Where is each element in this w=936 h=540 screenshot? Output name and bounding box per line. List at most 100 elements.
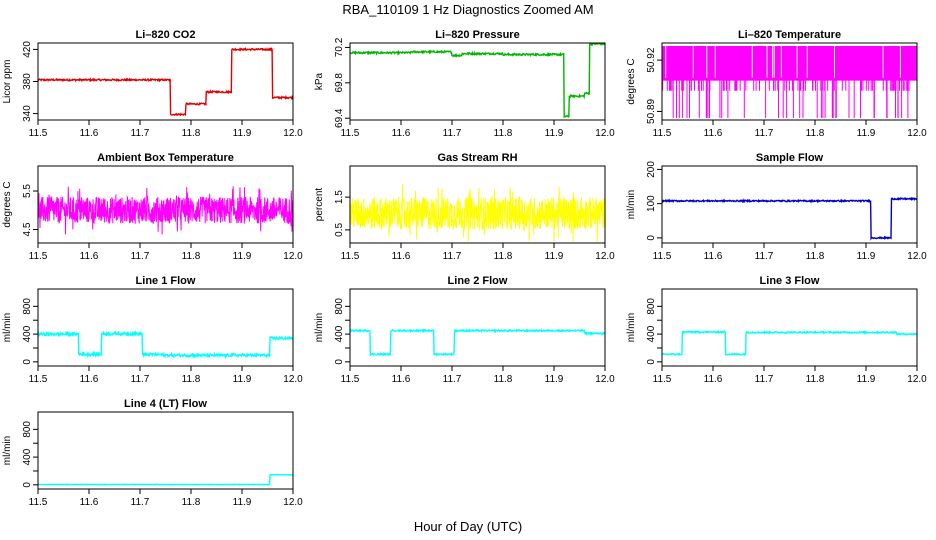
y-tick-label: 800 — [22, 298, 33, 315]
x-tick-label: 11.6 — [80, 497, 99, 508]
y-axis-label: ml/min — [626, 313, 637, 342]
panel-7: Line 1 Flow 11.5 11.6 11.7 11.8 11.9 12.0 0 400 8… — [2, 275, 303, 385]
panel-10: Line 4 (LT) Flow 11.5 11.6 11.7 11.8 11.9 12.0… — [2, 398, 303, 508]
panel-4: Ambient Box Temperature 11.5 11.6 11.7 11.8 1… — [2, 152, 303, 262]
plot-frame — [37, 165, 294, 244]
y-tick-label: 400 — [334, 325, 345, 342]
x-tick-label: 12.0 — [595, 374, 615, 385]
y-tick-label: 340 — [22, 105, 33, 122]
panel-title: Line 4 (LT) Flow — [124, 398, 207, 410]
x-tick-label: 12.0 — [283, 374, 303, 385]
x-tick-label: 11.7 — [755, 128, 774, 139]
series-group — [38, 473, 293, 486]
x-tick-label: 11.9 — [857, 128, 876, 139]
panel-title: Line 1 Flow — [136, 275, 196, 287]
x-tick-label: 11.7 — [755, 374, 774, 385]
y-tick-label: 0 — [646, 359, 657, 365]
y-tick-label: 0.5 — [334, 223, 345, 237]
y-axis-label: ml/min — [626, 190, 637, 219]
x-tick-label: 11.9 — [545, 374, 564, 385]
panel-title: Gas Stream RH — [437, 152, 517, 164]
y-tick-label: 200 — [646, 161, 657, 178]
x-tick-label: 12.0 — [283, 128, 303, 139]
panel-title: Li–820 CO2 — [136, 29, 196, 41]
x-tick-label: 11.5 — [341, 374, 360, 385]
x-tick-label: 11.6 — [80, 374, 99, 385]
y-tick-label: 69.8 — [334, 73, 345, 93]
series-group — [350, 43, 605, 119]
plot-frame — [349, 42, 606, 121]
y-tick-label: 0 — [334, 359, 345, 365]
series-group — [350, 184, 605, 242]
x-tick-label: 11.8 — [806, 128, 825, 139]
series-group — [662, 329, 917, 357]
x-tick-label: 11.5 — [29, 497, 48, 508]
x-tick-label: 12.0 — [907, 128, 927, 139]
panel-9: Line 3 Flow 11.5 11.6 11.7 11.8 11.9 12.0 0 400 8… — [626, 275, 927, 385]
x-tick-label: 11.5 — [341, 128, 360, 139]
series-group — [350, 328, 605, 357]
series-group — [38, 329, 293, 360]
series-line — [350, 328, 605, 357]
y-tick-label: 100 — [646, 195, 657, 212]
series-line — [38, 329, 293, 360]
x-tick-label: 11.6 — [392, 128, 411, 139]
plot-frame — [37, 42, 294, 121]
series-line — [350, 43, 605, 119]
x-tick-label: 11.8 — [182, 128, 201, 139]
x-tick-label: 11.8 — [494, 251, 513, 262]
panel-2: Li–820 Pressure 11.5 11.6 11.7 11.8 11.9 12.0 6… — [314, 29, 615, 139]
panel-8: Line 2 Flow 11.5 11.6 11.7 11.8 11.9 12.0 0 400 8… — [314, 275, 615, 385]
x-tick-label: 11.8 — [182, 251, 201, 262]
series-group — [662, 46, 917, 118]
x-tick-label: 11.7 — [131, 497, 150, 508]
y-tick-label: 50.92 — [646, 47, 657, 72]
y-axis-label: degrees C — [2, 181, 13, 227]
x-tick-label: 11.9 — [233, 374, 252, 385]
panel-3: Li–820 Temperature 11.5 11.6 11.7 11.8 11.9 12… — [626, 29, 927, 139]
y-axis-label: kPa — [314, 72, 325, 90]
x-tick-label: 11.9 — [233, 497, 252, 508]
x-tick-label: 12.0 — [283, 251, 303, 262]
y-tick-label: 70.2 — [334, 37, 345, 57]
x-tick-label: 11.9 — [233, 128, 252, 139]
x-tick-label: 11.6 — [704, 374, 723, 385]
x-tick-label: 12.0 — [595, 251, 615, 262]
panel-title: Li–820 Temperature — [738, 29, 841, 41]
x-tick-label: 11.8 — [806, 251, 825, 262]
y-tick-label: 800 — [646, 298, 657, 315]
y-tick-label: 400 — [646, 325, 657, 342]
x-tick-label: 11.7 — [755, 251, 774, 262]
x-tick-label: 11.5 — [29, 251, 48, 262]
series-group — [38, 47, 293, 117]
y-tick-label: 5.5 — [22, 184, 33, 198]
x-tick-label: 11.9 — [545, 128, 564, 139]
y-tick-label: 1.5 — [334, 190, 345, 204]
x-tick-label: 11.5 — [653, 251, 672, 262]
figure-title: RBA_110109 1 Hz Diagnostics Zoomed AM — [342, 2, 593, 17]
x-tick-label: 11.7 — [131, 128, 150, 139]
series-line — [38, 47, 293, 117]
y-axis-label: Licor ppm — [2, 60, 13, 104]
figure-xlabel: Hour of Day (UTC) — [414, 519, 522, 534]
x-tick-label: 11.5 — [29, 128, 48, 139]
series-line — [38, 473, 293, 486]
x-tick-label: 11.9 — [857, 374, 876, 385]
plot-frame — [661, 288, 918, 367]
plot-frame — [661, 165, 918, 244]
y-axis-label: ml/min — [2, 313, 13, 342]
x-tick-label: 11.6 — [80, 128, 99, 139]
y-tick-label: 420 — [22, 41, 33, 58]
y-tick-label: 400 — [22, 325, 33, 342]
x-tick-label: 12.0 — [907, 251, 927, 262]
x-tick-label: 11.8 — [806, 374, 825, 385]
series-line — [350, 184, 605, 242]
y-tick-label: 800 — [334, 298, 345, 315]
series-group — [662, 196, 917, 241]
y-tick-label: 0 — [646, 235, 657, 241]
x-tick-label: 12.0 — [595, 128, 615, 139]
y-axis-label: ml/min — [314, 313, 325, 342]
x-tick-label: 11.5 — [29, 374, 48, 385]
panel-1: Li–820 CO2 11.5 11.6 11.7 11.8 11.9 12.0 340 380… — [2, 29, 303, 139]
